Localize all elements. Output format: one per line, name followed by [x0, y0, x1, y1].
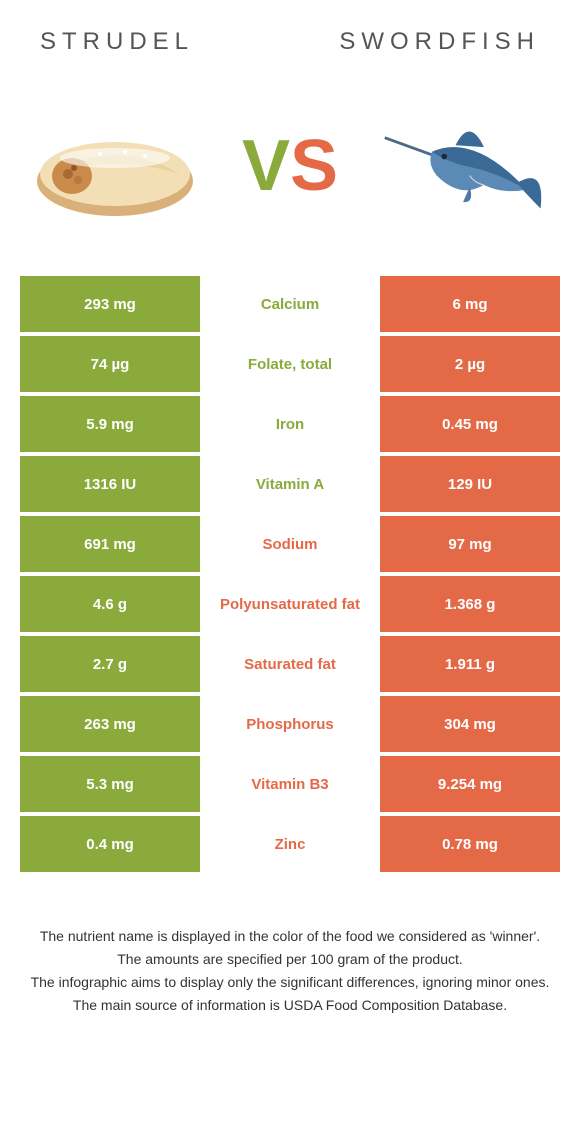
table-row: 5.3 mgVitamin B39.254 mg — [20, 756, 560, 812]
nutrient-table: 293 mgCalcium6 mg74 µgFolate, total2 µg5… — [0, 276, 580, 872]
table-row: 4.6 gPolyunsaturated fat1.368 g — [20, 576, 560, 632]
right-value: 1.911 g — [380, 636, 560, 692]
nutrient-label: Vitamin A — [200, 456, 380, 512]
left-value: 0.4 mg — [20, 816, 200, 872]
nutrient-label: Iron — [200, 396, 380, 452]
left-value: 5.3 mg — [20, 756, 200, 812]
nutrient-label: Vitamin B3 — [200, 756, 380, 812]
nutrient-label: Sodium — [200, 516, 380, 572]
right-value: 1.368 g — [380, 576, 560, 632]
right-value: 129 IU — [380, 456, 560, 512]
table-row: 74 µgFolate, total2 µg — [20, 336, 560, 392]
table-row: 0.4 mgZinc0.78 mg — [20, 816, 560, 872]
nutrient-label: Zinc — [200, 816, 380, 872]
nutrient-label: Calcium — [200, 276, 380, 332]
vs-label: VS — [242, 125, 338, 207]
right-value: 0.78 mg — [380, 816, 560, 872]
right-value: 9.254 mg — [380, 756, 560, 812]
footnote-line: The nutrient name is displayed in the co… — [30, 926, 550, 947]
left-value: 4.6 g — [20, 576, 200, 632]
title-left: Strudel — [40, 28, 194, 56]
left-value: 74 µg — [20, 336, 200, 392]
right-value: 0.45 mg — [380, 396, 560, 452]
header: Strudel Swordfish — [0, 0, 580, 66]
table-row: 2.7 gSaturated fat1.911 g — [20, 636, 560, 692]
table-row: 5.9 mgIron0.45 mg — [20, 396, 560, 452]
nutrient-label: Folate, total — [200, 336, 380, 392]
footnote-line: The amounts are specified per 100 gram o… — [30, 949, 550, 970]
nutrient-label: Polyunsaturated fat — [200, 576, 380, 632]
footnote-line: The infographic aims to display only the… — [30, 972, 550, 993]
left-value: 293 mg — [20, 276, 200, 332]
nutrient-label: Saturated fat — [200, 636, 380, 692]
hero: VS — [0, 66, 580, 276]
left-value: 1316 IU — [20, 456, 200, 512]
swordfish-image — [380, 91, 550, 241]
left-value: 5.9 mg — [20, 396, 200, 452]
left-value: 263 mg — [20, 696, 200, 752]
footnote-line: The main source of information is USDA F… — [30, 995, 550, 1016]
strudel-image — [30, 91, 200, 241]
right-value: 304 mg — [380, 696, 560, 752]
table-row: 691 mgSodium97 mg — [20, 516, 560, 572]
strudel-icon — [30, 106, 200, 226]
vs-v: V — [242, 125, 290, 207]
footnotes: The nutrient name is displayed in the co… — [0, 876, 580, 1016]
left-value: 2.7 g — [20, 636, 200, 692]
title-right: Swordfish — [339, 28, 540, 56]
right-value: 97 mg — [380, 516, 560, 572]
table-row: 293 mgCalcium6 mg — [20, 276, 560, 332]
nutrient-label: Phosphorus — [200, 696, 380, 752]
left-value: 691 mg — [20, 516, 200, 572]
table-row: 1316 IUVitamin A129 IU — [20, 456, 560, 512]
right-value: 6 mg — [380, 276, 560, 332]
vs-s: S — [290, 125, 338, 207]
right-value: 2 µg — [380, 336, 560, 392]
table-row: 263 mgPhosphorus304 mg — [20, 696, 560, 752]
swordfish-icon — [380, 96, 550, 236]
